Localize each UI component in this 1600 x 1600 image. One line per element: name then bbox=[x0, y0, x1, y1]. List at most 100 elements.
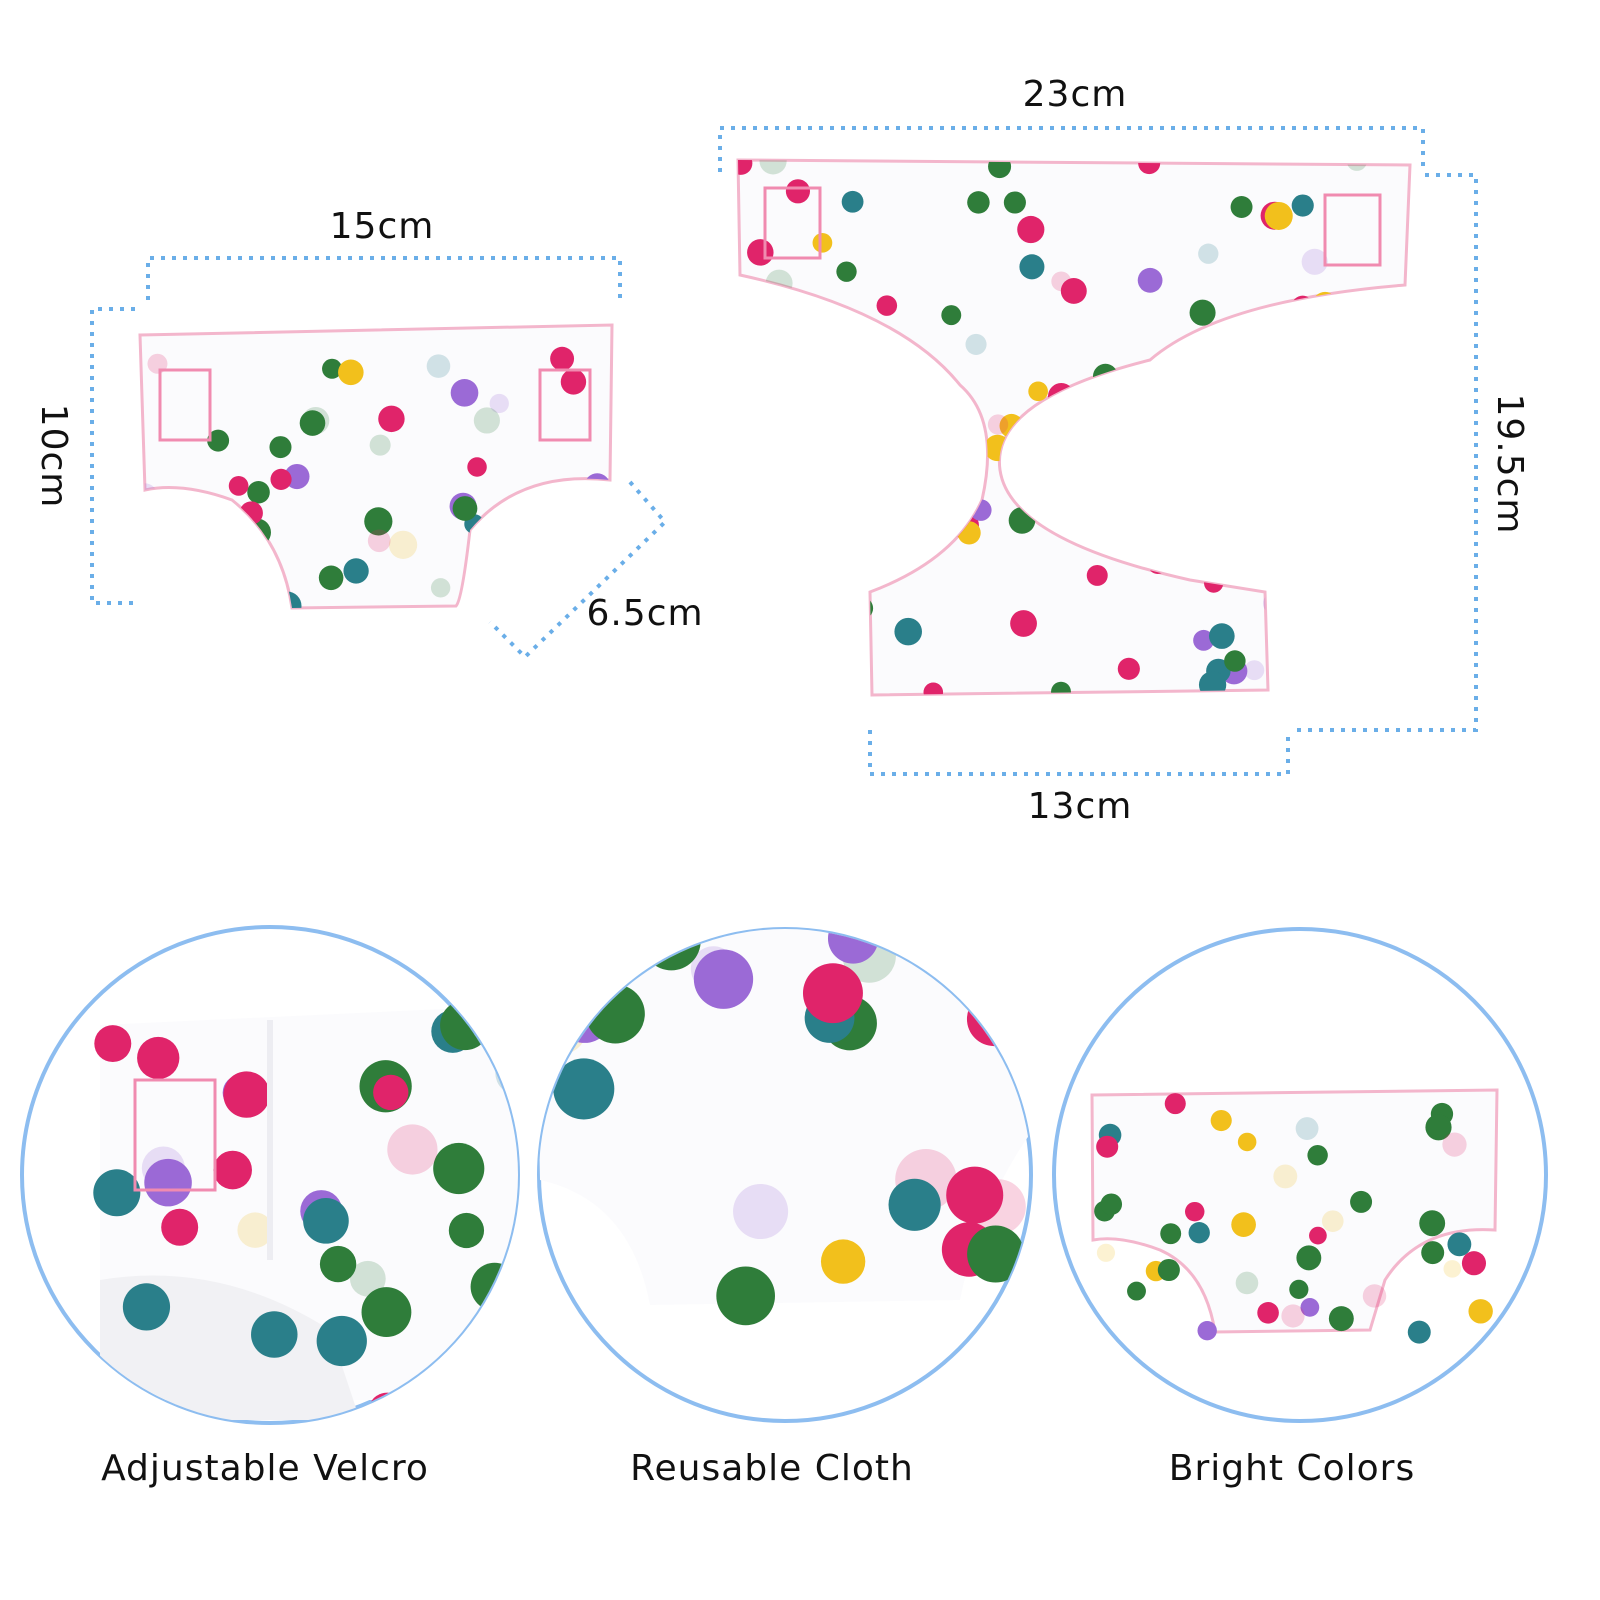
velcro-patch bbox=[763, 186, 822, 260]
fabric-dot bbox=[738, 160, 753, 175]
fabric-dot bbox=[1273, 1164, 1298, 1189]
fabric-dot bbox=[1127, 1281, 1146, 1301]
fabric-dot bbox=[489, 393, 509, 414]
fabric-dot bbox=[1306, 585, 1334, 613]
fabric-dot bbox=[1231, 1212, 1256, 1237]
dimension-label: 13cm bbox=[1028, 786, 1133, 827]
fabric-dot bbox=[1188, 1222, 1210, 1244]
fabric-dot bbox=[820, 1239, 866, 1284]
fabric-dot bbox=[228, 476, 249, 496]
fabric-dot bbox=[747, 239, 774, 266]
fabric-dot bbox=[785, 179, 811, 204]
fabric-dot bbox=[122, 1283, 171, 1331]
fabric-dot bbox=[1141, 483, 1169, 511]
fabric-dot bbox=[642, 929, 701, 971]
fabric-dot bbox=[1277, 381, 1299, 404]
fabric-dot bbox=[1355, 611, 1385, 640]
fabric-dot bbox=[378, 405, 405, 433]
fabric-dot bbox=[693, 949, 754, 1009]
fabric-dot bbox=[367, 529, 391, 553]
fabric-dot bbox=[388, 530, 418, 559]
fabric-dot bbox=[769, 536, 795, 562]
feature-zoom bbox=[1090, 1088, 1499, 1344]
fabric-dot bbox=[1017, 215, 1045, 244]
fabric-dot bbox=[343, 558, 369, 584]
fabric-dot bbox=[1407, 1320, 1431, 1344]
fabric-dot bbox=[187, 507, 216, 535]
fabric-dot bbox=[1157, 1258, 1180, 1282]
fabric-dot bbox=[484, 1014, 518, 1054]
fabric-dot bbox=[1197, 540, 1223, 565]
fabric-dot bbox=[1193, 629, 1215, 651]
fabric-dot bbox=[1303, 584, 1326, 607]
velcro-patch bbox=[1323, 193, 1382, 267]
fabric-dot bbox=[474, 565, 495, 586]
fabric-dot bbox=[1308, 584, 1331, 606]
fabric-dot bbox=[93, 1169, 141, 1217]
fabric-dot bbox=[1172, 439, 1200, 467]
fabric-dot bbox=[1390, 382, 1410, 407]
fabric-dot bbox=[1419, 1210, 1446, 1237]
fabric-dot bbox=[761, 517, 786, 542]
fabric-dot bbox=[1164, 1093, 1186, 1115]
fabric-dot bbox=[1421, 1241, 1445, 1265]
fabric-dot bbox=[322, 358, 342, 379]
fabric-dot bbox=[834, 599, 861, 626]
velcro-patch bbox=[158, 368, 212, 442]
fabric-dot bbox=[1365, 660, 1386, 681]
fabric-dot bbox=[470, 1262, 518, 1311]
fabric-dot bbox=[1026, 442, 1052, 468]
fabric-dot bbox=[94, 1025, 132, 1063]
fabric-dot bbox=[915, 929, 973, 954]
fabric-dot bbox=[894, 617, 922, 646]
fabric-dot bbox=[430, 578, 451, 598]
fabric-dot bbox=[1204, 434, 1228, 459]
fabric-dot bbox=[1425, 1114, 1452, 1141]
fabric-dot bbox=[888, 1178, 941, 1231]
fabric-dot bbox=[213, 1150, 252, 1190]
fabric-dot bbox=[440, 1000, 490, 1051]
dimension-label: 23cm bbox=[1023, 74, 1128, 115]
fabric-dot bbox=[1152, 417, 1178, 442]
fabric-dot bbox=[923, 682, 944, 695]
feature-zoom bbox=[93, 1000, 518, 1423]
fabric-dot bbox=[984, 434, 1011, 462]
fabric-dot bbox=[367, 1392, 407, 1423]
fabric-dot bbox=[872, 484, 898, 510]
feature-label: Adjustable Velcro bbox=[101, 1448, 429, 1489]
fabric-dot bbox=[1291, 194, 1314, 217]
fabric-dot bbox=[491, 1348, 518, 1399]
dimension-line bbox=[90, 307, 135, 605]
fabric-dot bbox=[1461, 1251, 1487, 1276]
fabric-dot bbox=[1309, 1226, 1327, 1245]
fabric-dot bbox=[1371, 528, 1397, 554]
fabric-dot bbox=[161, 1208, 199, 1246]
fabric-dot bbox=[1345, 562, 1373, 590]
fabric-dot bbox=[237, 1212, 273, 1248]
fabric-dot bbox=[746, 441, 775, 470]
fabric-dot bbox=[911, 509, 935, 534]
fabric-dot bbox=[1321, 1210, 1344, 1233]
fabric-dot bbox=[1161, 363, 1187, 390]
fabric-dot bbox=[140, 490, 152, 512]
fabric-dot bbox=[239, 501, 263, 525]
fabric-dot bbox=[1442, 1132, 1467, 1157]
fabric-dot bbox=[369, 434, 391, 456]
fabric-dot bbox=[1096, 1243, 1116, 1262]
feature-label: Reusable Cloth bbox=[630, 1448, 914, 1489]
fabric-dot bbox=[1100, 1193, 1123, 1215]
fabric-dot bbox=[1204, 451, 1231, 477]
fabric-dot bbox=[836, 261, 857, 282]
fabric-dot bbox=[373, 1074, 409, 1111]
fabric-dot bbox=[745, 399, 771, 424]
fabric-dot bbox=[504, 564, 526, 586]
fabric-dot bbox=[1303, 494, 1333, 524]
fabric-dot bbox=[299, 410, 326, 436]
fabric-dot bbox=[584, 473, 611, 499]
fabric-dot bbox=[1296, 1245, 1322, 1271]
fabric-dot bbox=[763, 552, 787, 575]
fabric-dot bbox=[364, 507, 393, 536]
fabric-dot bbox=[1228, 510, 1256, 538]
fabric-dot bbox=[1257, 1302, 1279, 1324]
